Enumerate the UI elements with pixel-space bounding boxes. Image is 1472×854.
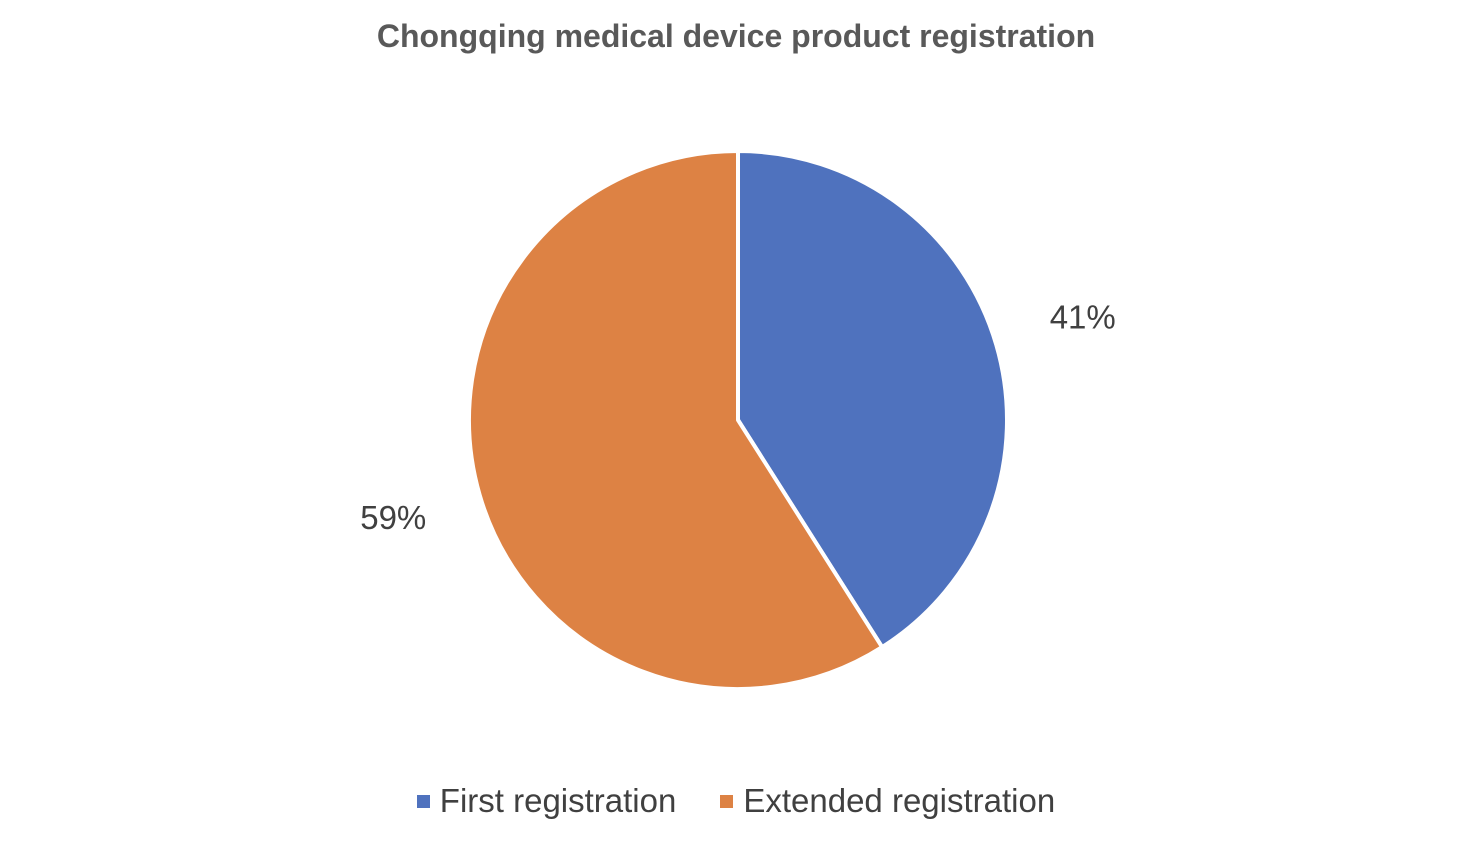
pie-data-labels: 41% 59% <box>360 299 1116 536</box>
data-label-first-registration: 41% <box>1050 299 1116 336</box>
chart-legend: First registration Extended registration <box>0 782 1472 820</box>
legend-item-first-registration: First registration <box>416 782 677 820</box>
legend-swatch-extended-registration <box>720 794 734 808</box>
legend-swatch-first-registration <box>416 794 430 808</box>
pie-slice-extended-registration <box>467 149 885 691</box>
legend-label-extended-registration: Extended registration <box>743 782 1056 819</box>
chart-title: Chongqing medical device product registr… <box>376 18 1096 54</box>
legend-item-extended-registration: Extended registration <box>720 782 1055 820</box>
legend-label-first-registration: First registration <box>439 782 677 819</box>
data-label-extended-registration: 59% <box>360 499 426 536</box>
pie-slices <box>467 149 1009 691</box>
